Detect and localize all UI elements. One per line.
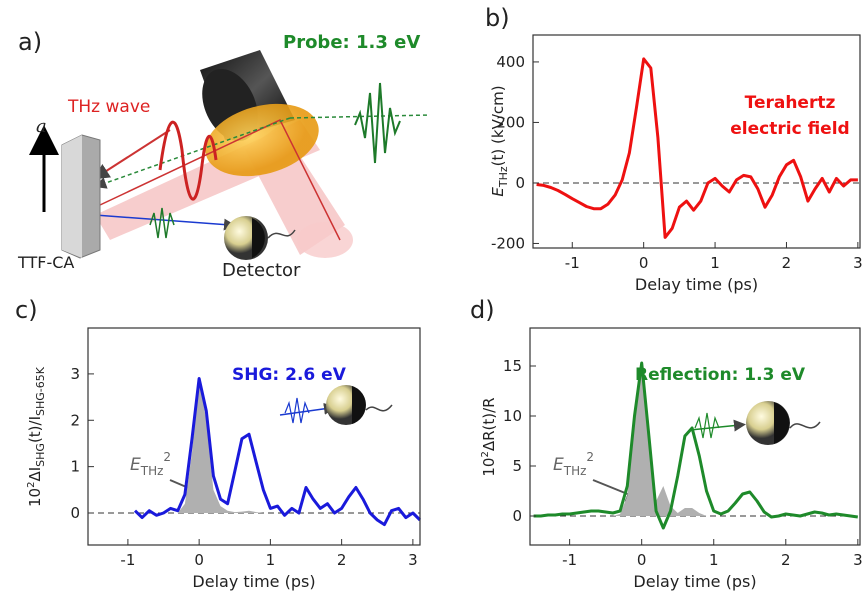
- fill-label: ETHz2: [553, 450, 594, 478]
- chart: c) -1 0 1 2 3 0 1 2 3 Delay time (ps) SHG: 2.6 eV: [15, 296, 422, 591]
- chart: d) -1 0 1 2 3 0 5 10 15 Delay time (ps) Reflection:…: [470, 296, 863, 591]
- sample: [62, 135, 82, 258]
- detector-cable: [267, 229, 296, 239]
- schematic: a) Probe: 1.3 eV THz wave a TTF-CA Detec…: [17, 28, 431, 281]
- x-tick-label: 0: [639, 254, 649, 272]
- y-tick-label: 0: [515, 174, 525, 192]
- annotation: Reflection: 1.3 eV: [635, 365, 806, 385]
- inset-detector: [689, 401, 821, 445]
- thz-label: THz wave: [67, 97, 150, 117]
- y-label-part: SHG-65K: [34, 366, 47, 416]
- y-label-part: 2: [26, 482, 37, 488]
- x-tick-label: -1: [562, 551, 577, 569]
- panel-label: b): [485, 4, 510, 32]
- x-tick-label: 2: [781, 551, 791, 569]
- y-label-part: SHG: [34, 443, 47, 467]
- fill-label-part: 2: [163, 450, 171, 464]
- y-label-part: E: [489, 187, 507, 197]
- y-tick-label: 0: [512, 507, 522, 525]
- fill-label-part: E: [553, 455, 564, 475]
- fill-label: ETHz2: [130, 450, 171, 478]
- y-label-part: 10: [26, 488, 44, 507]
- probe-ray: [94, 117, 291, 189]
- x-tick-label: 0: [637, 551, 647, 569]
- x-tick-label: 1: [710, 254, 720, 272]
- signal-wave: [149, 207, 175, 239]
- ray: [99, 119, 341, 241]
- line: [533, 361, 859, 530]
- line: [133, 377, 422, 527]
- x-tick-label: 0: [194, 551, 204, 569]
- y-label-part: THz: [497, 166, 510, 188]
- x-tick-label: 2: [337, 551, 347, 569]
- panel-label: c): [15, 296, 38, 324]
- y-label-part: ΔI: [26, 467, 44, 482]
- y-tick-label: 200: [496, 113, 525, 131]
- y-tick-label: 1: [70, 458, 80, 476]
- y-tick-label: 2: [70, 411, 80, 429]
- y-label-part: (t) (kV/cm): [489, 85, 507, 166]
- x-tick-label: 3: [853, 254, 863, 272]
- y-axis-label: 102ΔISHG(t)/ISHG-65K: [26, 366, 47, 507]
- sample-label: TTF-CA: [17, 253, 74, 272]
- plot-frame: [529, 327, 861, 546]
- beam-end: [297, 222, 353, 258]
- fill-label-part: THz: [140, 464, 164, 478]
- y-tick-label: 400: [496, 53, 525, 71]
- inset-detector: [279, 385, 393, 425]
- y-tick-label: 15: [503, 357, 522, 375]
- chart: b) -1 0 1 2 3 -200 0 200 400 Delay time (ps) Terahe…: [485, 4, 863, 294]
- mirror: [205, 103, 319, 177]
- area: [135, 378, 420, 513]
- y-axis-label: ETHz(t) (kV/cm): [489, 85, 510, 196]
- probe-wave: [354, 82, 401, 164]
- detector-label: Detector: [222, 260, 301, 281]
- annotation: Terahertz: [745, 93, 836, 113]
- x-axis-label: Delay time (ps): [635, 275, 758, 294]
- thz-ray: [93, 129, 171, 180]
- y-label-part: 10: [480, 458, 498, 477]
- plot-frame: [532, 34, 861, 249]
- y-tick-label: 3: [70, 365, 80, 383]
- x-tick-label: -1: [565, 254, 580, 272]
- shg-ray: [94, 214, 236, 231]
- y-tick-label: 0: [70, 504, 80, 522]
- axis-label: a: [36, 116, 47, 137]
- line: [536, 57, 858, 239]
- detector: [252, 218, 265, 258]
- annotation: SHG: 2.6 eV: [232, 365, 347, 385]
- x-tick-label: 1: [266, 551, 276, 569]
- x-tick-label: -1: [120, 551, 135, 569]
- fill-label-part: THz: [563, 464, 587, 478]
- panel-label: a): [18, 28, 42, 56]
- annotation: electric field: [730, 119, 849, 139]
- x-axis-label: Delay time (ps): [192, 572, 315, 591]
- fill-label-part: E: [130, 455, 141, 475]
- probe-label: Probe: 1.3 eV: [283, 32, 420, 53]
- x-tick-label: 1: [709, 551, 719, 569]
- y-axis-label: 102ΔR(t)/R: [480, 397, 498, 476]
- x-tick-label: 2: [782, 254, 792, 272]
- plot-frame: [87, 327, 421, 546]
- thz-wave: [158, 120, 218, 201]
- y-tick-label: 5: [512, 457, 522, 475]
- y-tick-label: 10: [503, 407, 522, 425]
- y-label-part: 2: [480, 451, 491, 457]
- y-label-part: ΔR(t)/R: [480, 397, 498, 451]
- y-tick-label: -200: [491, 234, 525, 252]
- fill-label-part: 2: [586, 450, 594, 464]
- x-tick-label: 3: [853, 551, 863, 569]
- panel-label: d): [470, 296, 495, 324]
- y-label-part: (t)/I: [26, 416, 44, 443]
- x-tick-label: 3: [408, 551, 418, 569]
- x-axis-label: Delay time (ps): [633, 572, 756, 591]
